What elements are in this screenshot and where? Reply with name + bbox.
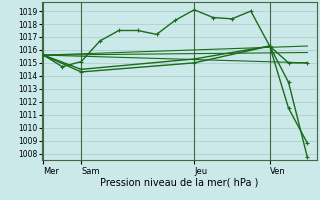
X-axis label: Pression niveau de la mer( hPa ): Pression niveau de la mer( hPa ) xyxy=(100,177,258,187)
